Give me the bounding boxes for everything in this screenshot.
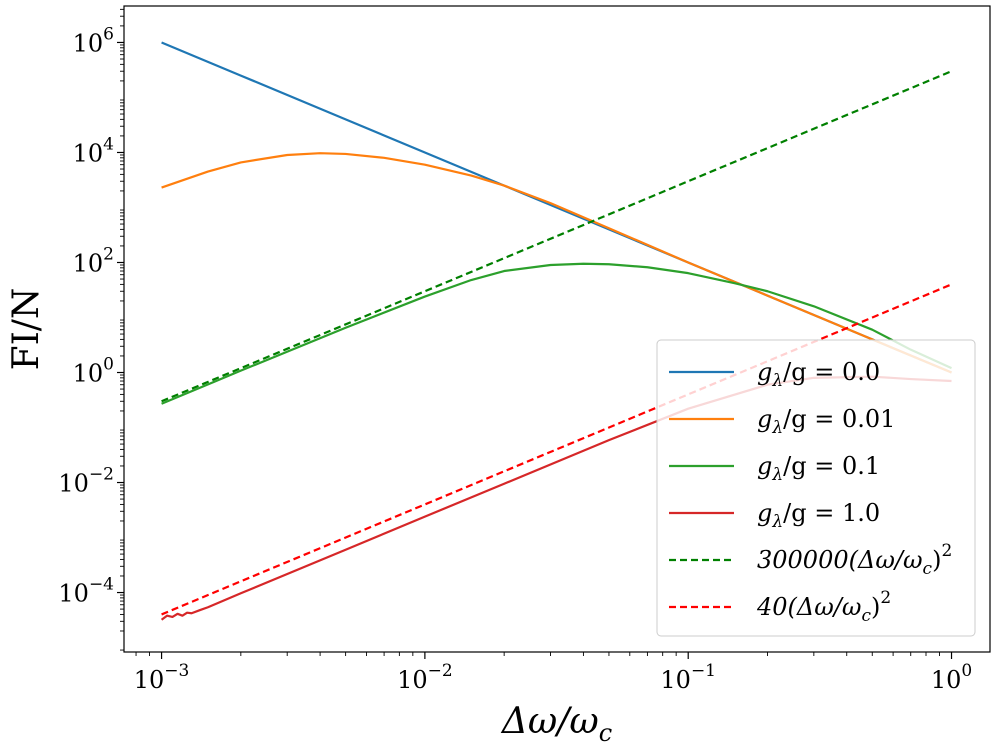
legend-label-main: g (757, 499, 772, 527)
x-tick-label-exp: 0 (961, 661, 972, 681)
x-tick-label-base: 10 (931, 666, 962, 694)
legend-label-sub: c (861, 606, 871, 626)
y-tick-label-base: 10 (73, 360, 104, 388)
legend-label-main: g (757, 358, 772, 386)
legend-label-main: 40(Δω/ω (756, 593, 861, 621)
y-tick-label-base: 10 (73, 249, 104, 277)
x-tick-label-exp: −1 (691, 661, 716, 681)
y-tick-label-exp: −4 (89, 575, 114, 595)
series-layer (160, 41, 952, 621)
legend-label-5: 40(Δω/ωc)2 (756, 588, 891, 626)
y-tick-label-exp: −2 (89, 465, 114, 485)
legend-label-sub: λ (771, 465, 783, 485)
legend-label-1: gλ/g = 0.01 (757, 405, 895, 438)
plot-frame (123, 5, 991, 653)
x-axis-label-main: Δω/ω (500, 701, 599, 742)
x-tick-label-1: 10−2 (397, 661, 453, 694)
legend-label-0: gλ/g = 0.0 (757, 358, 880, 391)
legend-label-close: ) (871, 593, 880, 621)
legend-label-sub: λ (771, 418, 783, 438)
x-tick-label-3: 100 (931, 661, 972, 694)
x-axis-label-sub: c (599, 719, 612, 747)
legend-label-main: g (757, 405, 772, 433)
y-axis-label: FI/N (6, 288, 47, 371)
legend-label-sup: 2 (941, 541, 952, 561)
series-line-2 (161, 262, 952, 405)
y-tick-label-base: 10 (73, 139, 104, 167)
x-tick-label-base: 10 (660, 666, 691, 694)
legend-label-sub: c (923, 559, 933, 579)
legend-label-main: 300000(Δω/ω (757, 546, 923, 574)
y-tick-label-exp: 2 (103, 244, 114, 264)
x-tick-label-2: 10−1 (660, 661, 716, 694)
legend-label-rest: /g = 0.1 (783, 452, 880, 480)
y-tick-label-base: 10 (58, 470, 89, 498)
y-tick-label-0: 10−4 (58, 575, 114, 608)
legend-label-close: ) (932, 546, 941, 574)
x-axis-label: Δω/ωc (500, 701, 612, 747)
legend-label-sup: 2 (880, 588, 891, 608)
y-tick-label-5: 106 (73, 24, 114, 57)
y-tick-label-base: 10 (58, 580, 89, 608)
legend-label-sub: λ (771, 512, 783, 532)
legend-label-3: gλ/g = 1.0 (757, 499, 880, 532)
series-line-1 (161, 152, 952, 374)
legend-label-rest: /g = 1.0 (783, 499, 880, 527)
y-tick-label-base: 10 (73, 29, 104, 57)
legend-label-4: 300000(Δω/ωc)2 (757, 541, 952, 579)
y-tick-label-exp: 0 (103, 355, 114, 375)
x-tick-label-0: 10−3 (134, 661, 190, 694)
x-tick-label-exp: −3 (164, 661, 189, 681)
legend-box (656, 339, 976, 637)
legend-label-rest: /g = 0.01 (783, 405, 895, 433)
y-tick-label-3: 102 (73, 244, 114, 277)
legend-label-main: g (757, 452, 772, 480)
y-tick-label-1: 10−2 (58, 465, 114, 498)
x-tick-label-exp: −2 (428, 661, 453, 681)
legend-label-sub: λ (771, 371, 783, 391)
x-tick-label-base: 10 (134, 666, 165, 694)
y-tick-label-2: 100 (73, 355, 114, 388)
y-tick-label-4: 104 (73, 134, 114, 167)
y-tick-label-exp: 4 (103, 134, 114, 154)
x-tick-label-base: 10 (397, 666, 428, 694)
legend-label-rest: /g = 0.0 (783, 358, 880, 386)
y-tick-label-exp: 6 (103, 24, 114, 44)
legend-label-2: gλ/g = 0.1 (757, 452, 880, 485)
